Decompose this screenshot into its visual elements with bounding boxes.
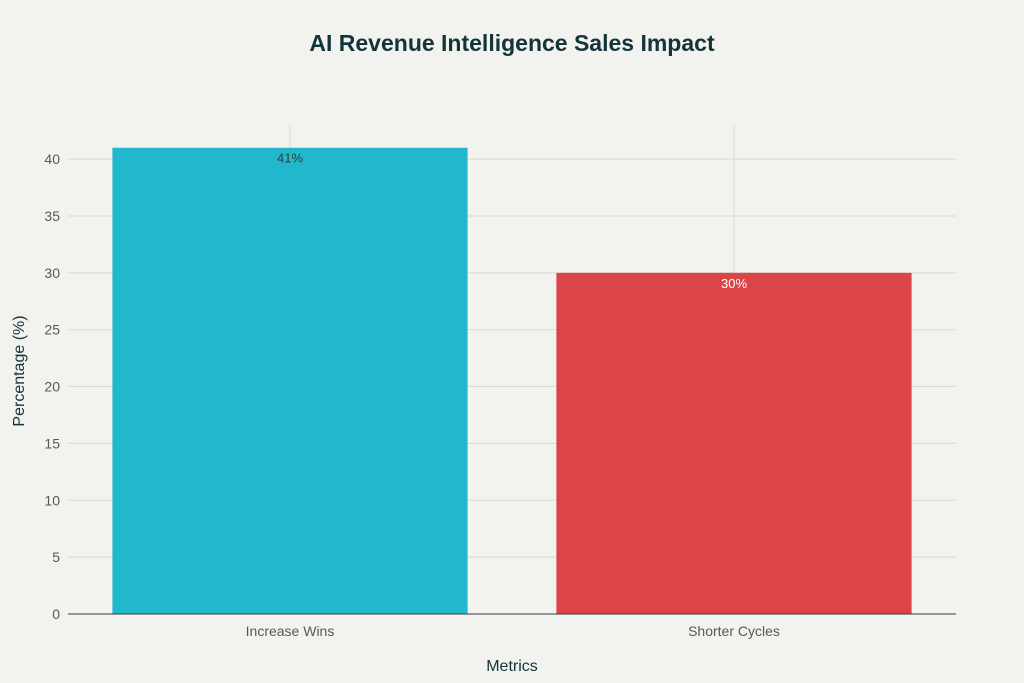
- y-tick-label: 30: [44, 265, 60, 281]
- y-tick-label: 5: [52, 549, 60, 565]
- bar: [112, 147, 468, 614]
- y-tick-label: 15: [44, 435, 60, 451]
- x-tick-label: Shorter Cycles: [688, 623, 780, 639]
- bar-labels: 41% 30%: [277, 151, 747, 291]
- x-axis-title: Metrics: [486, 658, 538, 675]
- y-axis-title: Percentage (%): [11, 315, 28, 426]
- y-tick-label: 35: [44, 208, 60, 224]
- x-axis-ticks: Increase Wins Shorter Cycles: [246, 623, 780, 639]
- y-tick-label: 40: [44, 151, 60, 167]
- bar-data-label: 30%: [721, 276, 747, 291]
- y-tick-label: 25: [44, 322, 60, 338]
- bars: [112, 147, 912, 614]
- y-tick-label: 20: [44, 379, 60, 395]
- x-tick-label: Increase Wins: [246, 623, 335, 639]
- bar: [556, 272, 912, 614]
- y-tick-label: 10: [44, 492, 60, 508]
- chart-title: AI Revenue Intelligence Sales Impact: [309, 30, 715, 56]
- y-axis-ticks: 0 5 10 15 20 25 30 35 40: [44, 151, 60, 622]
- y-tick-label: 0: [52, 606, 60, 622]
- bar-data-label: 41%: [277, 151, 303, 166]
